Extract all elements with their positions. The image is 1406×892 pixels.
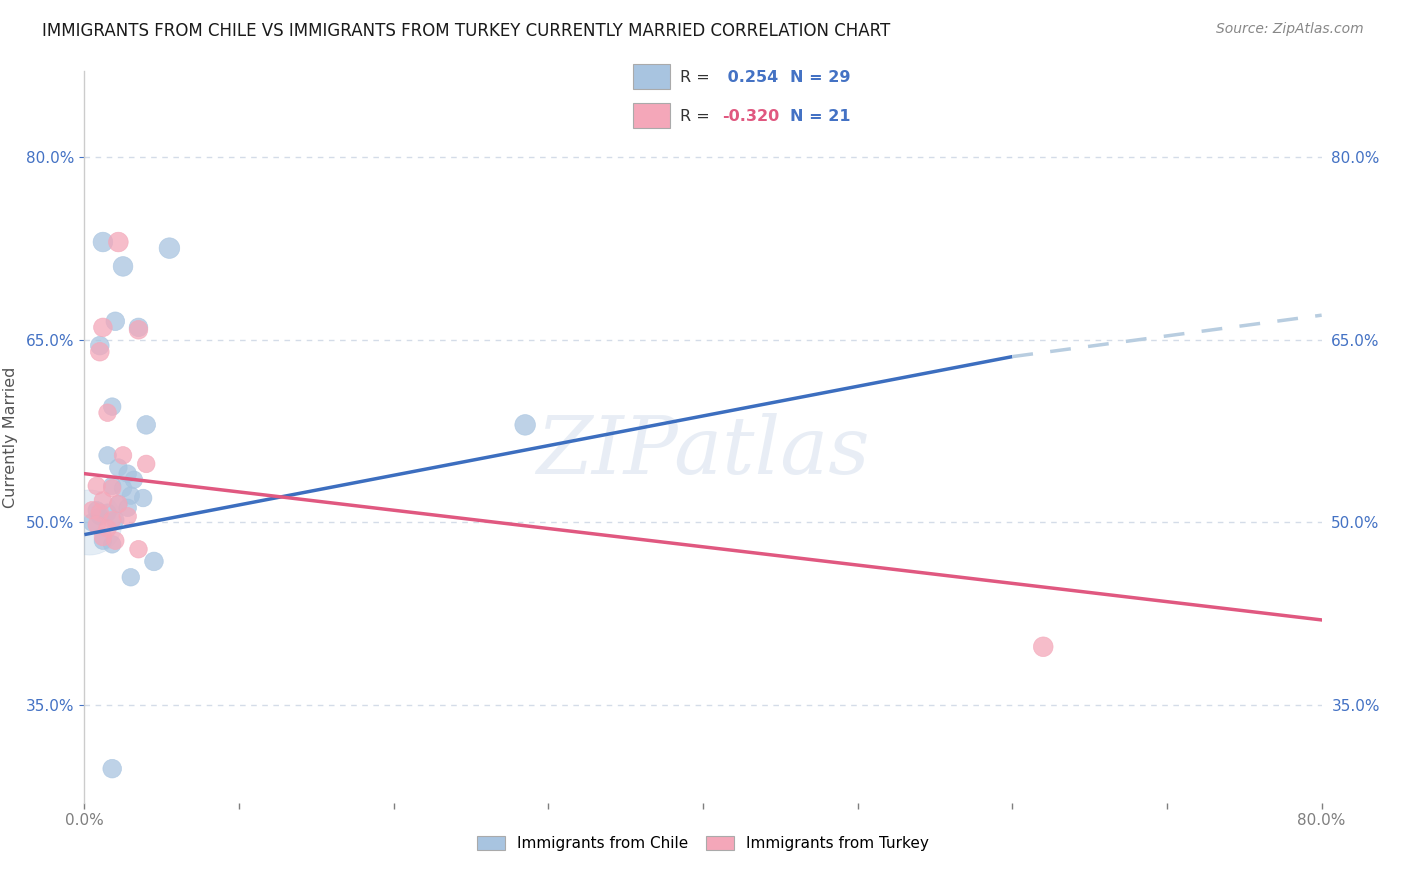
Point — [91, 320, 114, 334]
Point — [82, 516, 104, 530]
Point — [112, 448, 135, 462]
Point — [91, 533, 114, 548]
Point — [101, 481, 124, 495]
FancyBboxPatch shape — [634, 103, 669, 128]
Point — [89, 506, 111, 520]
Point — [104, 314, 127, 328]
Point — [101, 537, 124, 551]
Point — [107, 235, 129, 249]
Point — [86, 503, 108, 517]
Point — [101, 513, 124, 527]
Point — [143, 554, 166, 568]
Point — [101, 400, 124, 414]
Point — [77, 516, 100, 530]
Point — [117, 467, 139, 481]
Point — [117, 500, 139, 515]
Point — [159, 241, 180, 255]
Text: IMMIGRANTS FROM CHILE VS IMMIGRANTS FROM TURKEY CURRENTLY MARRIED CORRELATION CH: IMMIGRANTS FROM CHILE VS IMMIGRANTS FROM… — [42, 22, 890, 40]
Point — [89, 338, 111, 352]
Point — [107, 497, 129, 511]
Point — [515, 417, 537, 432]
FancyBboxPatch shape — [634, 63, 669, 89]
Point — [101, 762, 124, 776]
Point — [89, 509, 111, 524]
Point — [132, 491, 155, 505]
Point — [86, 517, 108, 532]
Text: R =: R = — [681, 109, 710, 124]
Text: R =: R = — [681, 70, 710, 85]
Point — [96, 521, 118, 535]
Point — [135, 417, 157, 432]
Point — [91, 493, 114, 508]
Text: 0.254: 0.254 — [721, 70, 778, 85]
Point — [120, 570, 142, 584]
Point — [127, 542, 149, 557]
Y-axis label: Currently Married: Currently Married — [3, 367, 18, 508]
Point — [91, 235, 114, 249]
Point — [127, 323, 149, 337]
Point — [120, 489, 142, 503]
Point — [135, 457, 157, 471]
Point — [82, 503, 104, 517]
Point — [96, 448, 118, 462]
Text: N = 29: N = 29 — [790, 70, 851, 85]
Point — [96, 406, 118, 420]
Text: N = 21: N = 21 — [790, 109, 851, 124]
Point — [101, 479, 124, 493]
Point — [112, 260, 135, 274]
Point — [107, 460, 129, 475]
Point — [86, 479, 108, 493]
Point — [117, 509, 139, 524]
Point — [89, 344, 111, 359]
Text: Source: ZipAtlas.com: Source: ZipAtlas.com — [1216, 22, 1364, 37]
Point — [91, 530, 114, 544]
Point — [107, 497, 129, 511]
Point — [122, 473, 145, 487]
Point — [1032, 640, 1054, 654]
Legend: Immigrants from Chile, Immigrants from Turkey: Immigrants from Chile, Immigrants from T… — [471, 830, 935, 857]
Text: ZIPatlas: ZIPatlas — [536, 413, 870, 491]
Point — [96, 506, 118, 520]
Text: -0.320: -0.320 — [721, 109, 779, 124]
Point — [104, 513, 127, 527]
Point — [112, 481, 135, 495]
Point — [104, 533, 127, 548]
Point — [127, 320, 149, 334]
